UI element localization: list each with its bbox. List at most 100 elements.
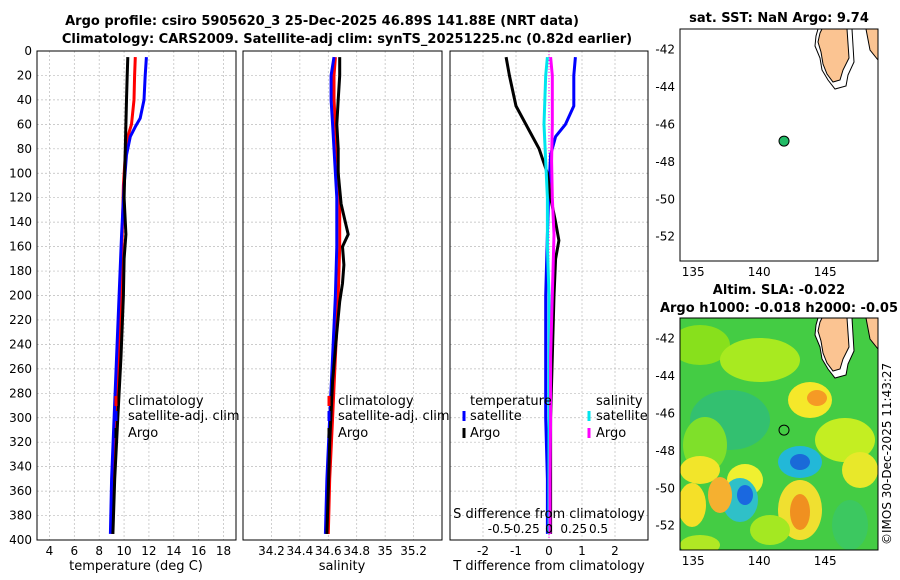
sla-map-title-line1: Altim. SLA: -0.022 [713, 283, 845, 298]
y-tick-label: 100 [9, 166, 32, 180]
map-y-tick-label: -48 [655, 444, 675, 458]
legend-label-climatology: climatology [338, 394, 414, 409]
map-x-tick-label: 140 [748, 554, 771, 568]
salinity-legend: climatology satellite-adj. clim Argo [327, 394, 450, 441]
x-tick-label: 1 [578, 544, 586, 558]
legend-label-t-argo: Argo [470, 426, 500, 441]
t-difference-xlabel: T difference from climatology [452, 559, 645, 574]
y-tick-label: 280 [9, 386, 32, 400]
x-tick-label: 34.4 [286, 544, 313, 558]
salinity-xlabel: salinity [319, 559, 366, 574]
figure-title-line1: Argo profile: csiro 5905620_3 25-Dec-202… [65, 14, 579, 29]
y-tick-label: 260 [9, 362, 32, 376]
legend-label-satellite: satellite-adj. clim [128, 409, 240, 424]
map-x-tick-label: 140 [748, 265, 771, 279]
salinity-panel: 34.2 34.4 34.6 34.8 35 35.2 salinity climatol… [242, 50, 450, 574]
difference-series [504, 56, 577, 534]
sla-argo-marker [778, 424, 790, 436]
sla-patch [680, 325, 730, 365]
x-tick-label: 8 [95, 544, 103, 558]
map-y-tick-label: -52 [655, 230, 675, 244]
map-y-tick-label: -48 [655, 155, 675, 169]
y-tick-label: 60 [17, 117, 32, 131]
legend-title-salinity: salinity [596, 394, 643, 409]
x-tick-label: 35 [378, 544, 393, 558]
s-tick-label: 0 [545, 522, 553, 536]
map-y-tick-label: -42 [655, 332, 675, 346]
legend-label-climatology: climatology [128, 394, 204, 409]
sst-map-tick-labels: 135 140 145 -42 -44 -46 -48 -50 -52 [655, 43, 836, 279]
imos-timestamp: ©IMOS 30-Dec-2025 11:43:27 [880, 362, 894, 545]
map-y-tick-label: -52 [655, 519, 675, 533]
y-tick-label: 300 [9, 411, 32, 425]
sst-map-title: sat. SST: NaN Argo: 9.74 [689, 11, 869, 26]
y-tick-label: 180 [9, 264, 32, 278]
y-tick-label: 140 [9, 215, 32, 229]
difference-legend-temperature: temperature satellite Argo [462, 394, 552, 441]
map-y-tick-label: -42 [655, 43, 675, 57]
legend-label-s-satellite: satellite [596, 409, 648, 424]
map-y-tick-label: -50 [655, 192, 675, 206]
legend-label-s-argo: Argo [596, 426, 626, 441]
y-tick-label: 200 [9, 289, 32, 303]
y-tick-label: 240 [9, 337, 32, 351]
sla-map-mainland-edge [865, 318, 878, 350]
s-difference-tick-labels: -0.5-0.25 0 0.25 0.5 [488, 522, 608, 536]
sst-map-tasmania-land [817, 29, 850, 83]
sla-map-title-line2: Argo h1000: -0.018 h2000: -0.05 [660, 301, 898, 316]
sla-patch [790, 494, 810, 530]
sla-patch [790, 454, 810, 470]
x-tick-label: -2 [477, 544, 489, 558]
x-tick-label: 2 [611, 544, 619, 558]
sla-field [680, 318, 878, 550]
map-x-tick-label: 145 [814, 265, 837, 279]
sla-patch [842, 452, 878, 488]
sla-map-tasmania-land [817, 318, 850, 372]
y-tick-label: 360 [9, 484, 32, 498]
series-line-argo [325, 57, 350, 534]
x-tick-label: 34.8 [343, 544, 370, 558]
x-tick-label: 6 [70, 544, 78, 558]
sla-patch [832, 500, 868, 550]
y-tick-label: 220 [9, 313, 32, 327]
x-tick-label: 10 [116, 544, 131, 558]
map-x-tick-label: 135 [682, 265, 705, 279]
sst-argo-marker [778, 135, 790, 147]
sla-map: Altim. SLA: -0.022 Argo h1000: -0.018 h2… [655, 283, 898, 568]
sla-patch [750, 515, 790, 545]
depth-tick-labels: 0 20 40 60 80 100 120 140 160 180 200 220 240 260 280 3… [9, 44, 32, 547]
sla-map-frame [679, 317, 879, 551]
difference-panel: -2 -1 0 1 2 -0.5-0.25 0 0.25 0.5 S difference f… [449, 50, 649, 574]
s-difference-label: S difference from climatology [453, 507, 645, 522]
map-y-tick-label: -46 [655, 406, 675, 420]
sla-patch [680, 456, 720, 484]
x-tick-label: 4 [46, 544, 54, 558]
map-y-tick-label: -44 [655, 369, 675, 383]
y-tick-label: 20 [17, 68, 32, 82]
sla-patch [737, 485, 753, 505]
sst-map-mainland-edge [865, 29, 878, 61]
s-tick-label: 0.25 [560, 522, 587, 536]
difference-axes-frame [449, 50, 649, 541]
legend-label-satellite: satellite-adj. clim [338, 409, 450, 424]
y-tick-label: 160 [9, 240, 32, 254]
y-tick-label: 400 [9, 533, 32, 547]
y-tick-label: 320 [9, 435, 32, 449]
temperature-xlabel: temperature (deg C) [69, 559, 203, 574]
s-tick-label: -0.5 [488, 522, 511, 536]
sst-map: sat. SST: NaN Argo: 9.74 135 140 145 -42 -44… [655, 11, 879, 279]
x-tick-label: 14 [166, 544, 181, 558]
sla-patch [680, 535, 720, 550]
y-tick-label: 380 [9, 509, 32, 523]
series-line-argo [111, 57, 130, 534]
temperature-legend: climatology satellite-adj. clim Argo [114, 394, 240, 441]
salinity-axes-frame [242, 50, 443, 541]
y-tick-label: 120 [9, 191, 32, 205]
y-tick-label: 80 [17, 142, 32, 156]
t-difference-tick-labels: -2 -1 0 1 2 [477, 544, 619, 558]
series-line-salinity-argo [548, 56, 556, 534]
x-tick-label: 34.2 [258, 544, 285, 558]
x-tick-label: -1 [510, 544, 522, 558]
sla-patch [680, 483, 706, 527]
